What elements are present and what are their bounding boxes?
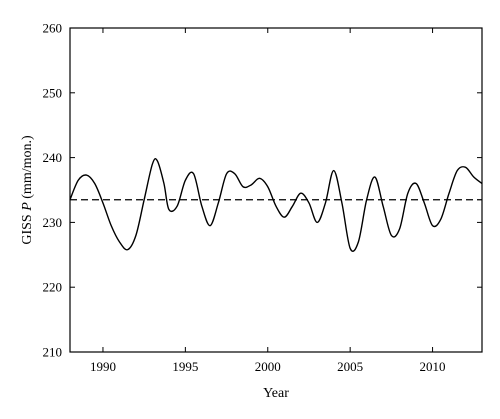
y-axis-label: GISS P (mm/mon.) bbox=[20, 135, 35, 245]
y-tick-label: 240 bbox=[43, 150, 63, 165]
x-tick-label: 2005 bbox=[337, 359, 363, 374]
x-tick-label: 1990 bbox=[90, 359, 116, 374]
precipitation-series-line bbox=[69, 158, 483, 252]
x-tick-label: 2000 bbox=[255, 359, 281, 374]
y-tick-label: 260 bbox=[43, 21, 63, 36]
y-tick-label: 230 bbox=[43, 215, 63, 230]
series-layer bbox=[69, 158, 483, 252]
x-axis-label: Year bbox=[263, 386, 289, 401]
y-tick-label: 210 bbox=[43, 345, 63, 360]
axis-ticks: 1990 1995 2000 2005 2010 210 220 230 240 250 260 bbox=[43, 21, 482, 374]
y-axis-label-prefix: GISS bbox=[20, 211, 35, 245]
y-axis-label-unit: (mm/mon.) bbox=[20, 135, 35, 202]
y-tick-label: 250 bbox=[43, 85, 63, 100]
y-tick-label: 220 bbox=[43, 280, 63, 295]
x-tick-label: 1995 bbox=[172, 359, 198, 374]
x-tick-label: 2010 bbox=[420, 359, 446, 374]
y-axis-label-variable: P bbox=[20, 202, 35, 212]
plot-frame bbox=[69, 27, 483, 353]
